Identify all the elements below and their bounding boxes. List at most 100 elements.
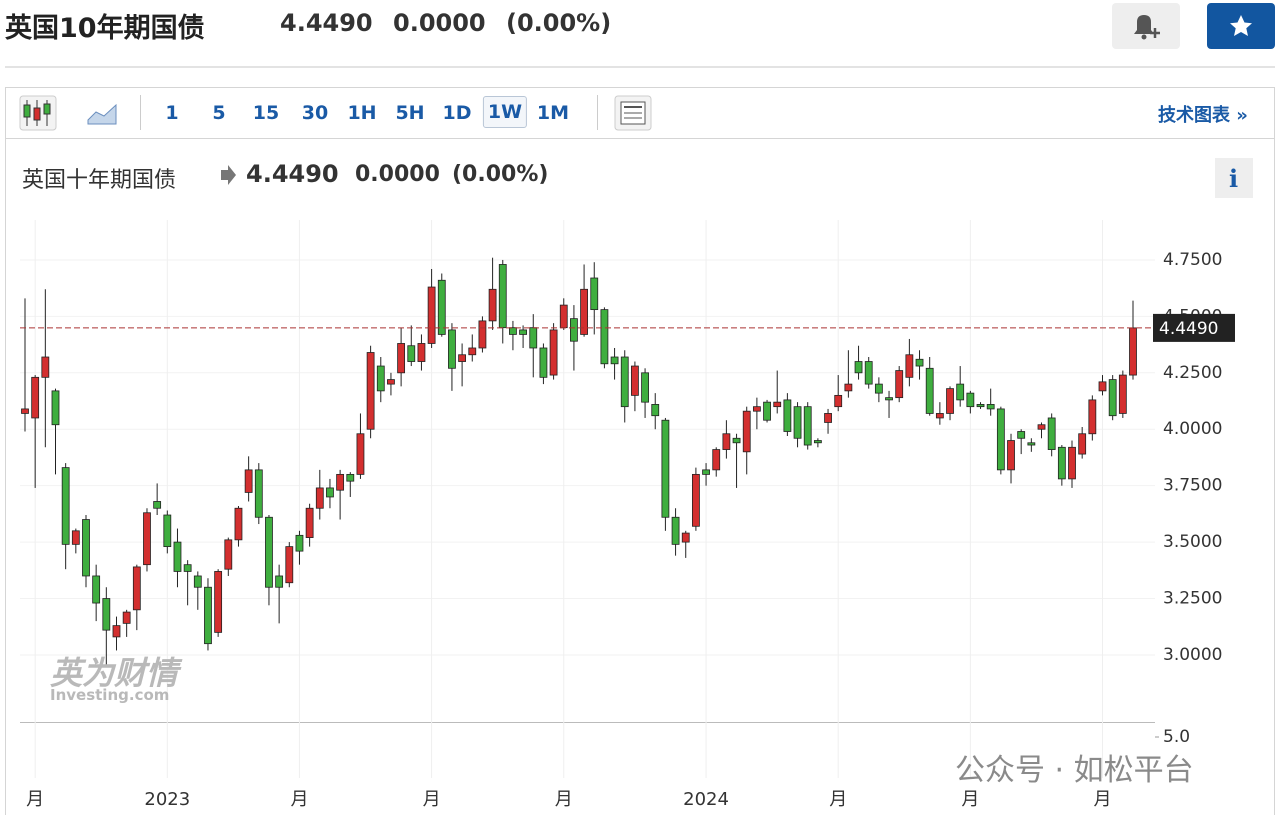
candle (41, 289, 50, 448)
candle (82, 515, 90, 588)
news-icon[interactable] (614, 95, 652, 131)
candle (336, 469, 345, 520)
candle (1027, 438, 1036, 452)
candle-body (803, 406, 812, 446)
candle (986, 388, 995, 416)
candle (102, 587, 111, 667)
candle (326, 478, 334, 509)
candle (844, 350, 853, 398)
candle-body (1129, 327, 1137, 376)
candle (448, 323, 456, 391)
x-tick-label: 月 (961, 789, 979, 810)
candle-body (244, 469, 253, 493)
candle-body (163, 514, 172, 548)
candle-body (590, 277, 599, 311)
candle-body (1037, 424, 1046, 430)
candle-body (407, 345, 416, 362)
candle-body (224, 539, 233, 570)
candle-body (173, 541, 182, 572)
candle (71, 528, 80, 554)
candle-body (234, 507, 243, 541)
candle (1017, 429, 1026, 455)
candle-body (346, 473, 355, 482)
candle (976, 402, 985, 409)
candle-body (92, 575, 101, 604)
candle-body (1057, 446, 1066, 480)
candle (163, 510, 172, 554)
interval-button[interactable]: 1W (482, 96, 528, 128)
candle (763, 399, 771, 423)
candle (631, 361, 639, 412)
candle (691, 467, 700, 531)
candle (21, 298, 29, 432)
candle (1129, 300, 1137, 380)
candle (539, 343, 548, 385)
candle (61, 463, 70, 570)
candle (641, 368, 649, 418)
interval-button[interactable]: 5 (212, 102, 226, 124)
candle-body (702, 469, 710, 475)
legend-price: 4.4490 (246, 160, 339, 188)
interval-button[interactable]: 15 (252, 102, 280, 124)
legend-change: 0.0000 (355, 162, 440, 187)
interval-button[interactable]: 5H (395, 102, 425, 124)
candle (956, 366, 965, 407)
candle (935, 402, 944, 425)
candle (1098, 375, 1107, 396)
candle-body (742, 410, 751, 453)
star-button[interactable] (1207, 3, 1275, 49)
interval-button[interactable]: 1M (536, 102, 570, 124)
candle-body (336, 473, 345, 491)
candle (275, 564, 284, 624)
candle (193, 571, 202, 610)
header-price: 4.4490 (280, 9, 373, 37)
info-button[interactable] (1215, 158, 1253, 198)
overlay-watermark: 公众号 · 如松平台 (955, 753, 1194, 788)
candle-body (722, 433, 731, 450)
candle (346, 472, 355, 497)
candle (732, 433, 741, 488)
candle-body (122, 611, 131, 624)
candle-body (813, 440, 822, 444)
candle-body (1078, 433, 1087, 455)
candle-icon[interactable] (19, 95, 57, 131)
candle (570, 305, 578, 371)
y-tick-label: 4.2500 (1163, 363, 1222, 383)
candle (315, 469, 324, 520)
candle-body (946, 388, 954, 414)
candle-body (1027, 442, 1036, 446)
x-tick-label: 2023 (144, 789, 190, 810)
x-tick-label: 月 (829, 789, 847, 810)
candle-body (356, 433, 365, 475)
tech-charts-link[interactable]: 技术图表 » (1158, 105, 1248, 126)
info-label[interactable]: i (1229, 164, 1239, 193)
candle (478, 316, 487, 353)
candle-body (996, 408, 1005, 471)
candle (92, 564, 101, 622)
candle-body (956, 383, 965, 401)
interval-button[interactable]: 1D (442, 102, 472, 124)
y-tick-label: 3.2500 (1163, 589, 1222, 609)
candle-body (387, 379, 395, 385)
candle-body (61, 467, 70, 545)
candle-body (905, 354, 914, 378)
interval-button[interactable]: 1H (347, 102, 377, 124)
interval-button[interactable]: 1 (165, 102, 179, 124)
candle (1078, 426, 1087, 459)
candle-body (732, 437, 741, 444)
interval-button[interactable]: 30 (301, 102, 329, 124)
candle-body (1007, 440, 1015, 471)
candle (803, 402, 812, 450)
x-tick-label: 月 (423, 789, 441, 810)
candle-body (153, 501, 162, 509)
candle-body (529, 327, 538, 349)
candle (549, 323, 558, 380)
candle (153, 483, 162, 516)
candle (366, 345, 375, 439)
candle-body (935, 413, 944, 419)
candle-body (275, 575, 284, 588)
area-icon[interactable] (87, 103, 117, 125)
candle-body (315, 487, 324, 509)
bell-button[interactable] (1112, 3, 1180, 49)
candle-body (326, 487, 334, 498)
